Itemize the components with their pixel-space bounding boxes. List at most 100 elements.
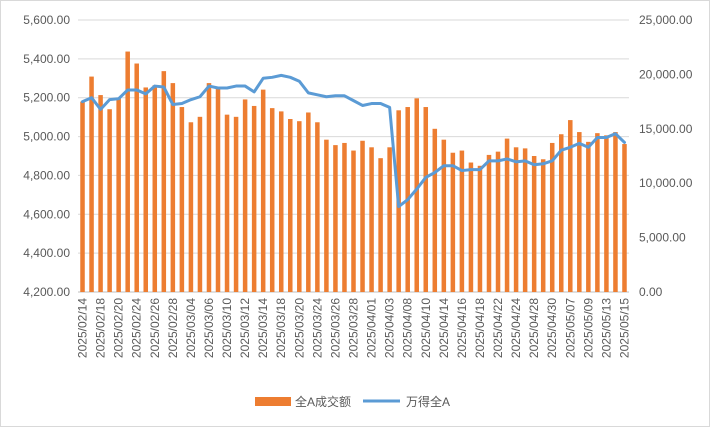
x-tick-label: 2025/04/30	[545, 298, 559, 358]
bar	[432, 128, 438, 292]
legend-bar-label: 全A成交额	[295, 394, 351, 409]
bar	[116, 98, 121, 292]
x-tick-label: 2025/04/10	[419, 298, 433, 358]
bar	[558, 134, 564, 292]
bar	[549, 142, 555, 292]
bar	[486, 154, 492, 292]
left-axis: 4,200.00 4,400.00 4,600.00 4,800.00 5,000.00…	[23, 13, 70, 299]
x-tick-label: 2025/04/08	[401, 298, 415, 358]
bar	[134, 63, 139, 292]
legend: 全A成交额 万得全A	[255, 394, 450, 409]
line-path	[81, 73, 626, 209]
x-tick-label: 2025/03/26	[328, 298, 342, 358]
bar	[342, 142, 347, 292]
bar	[215, 87, 221, 293]
bar	[89, 76, 94, 293]
x-tick-label: 2025/02/26	[148, 298, 162, 358]
x-tick-label: 2025/04/01	[365, 298, 379, 358]
bar	[306, 112, 311, 292]
legend-bar-swatch	[255, 397, 291, 406]
bar	[540, 159, 546, 292]
x-tick-label: 2025/04/28	[527, 298, 541, 358]
bar	[577, 132, 582, 292]
x-tick-label: 2025/02/14	[76, 298, 90, 358]
bar	[595, 133, 600, 292]
bar	[251, 105, 257, 293]
left-tick-label: 5,400.00	[23, 52, 70, 66]
right-tick-label: 10,000.00	[639, 176, 693, 190]
bar	[152, 85, 158, 292]
bar	[351, 150, 356, 292]
bar	[278, 111, 284, 292]
bar	[324, 139, 329, 292]
x-tick-label: 2025/05/15	[617, 298, 631, 358]
bar	[269, 108, 275, 293]
right-tick-label: 5,000.00	[639, 231, 686, 245]
bar	[98, 95, 103, 293]
x-tick-label: 2025/05/07	[563, 298, 577, 358]
left-tick-label: 5,000.00	[23, 130, 70, 144]
x-tick-label: 2025/03/12	[238, 298, 252, 358]
bar	[206, 83, 212, 292]
bar	[197, 116, 203, 292]
bar	[468, 162, 474, 292]
bar	[522, 148, 528, 292]
x-tick-label: 2025/03/24	[310, 298, 324, 358]
bar	[369, 147, 374, 292]
bar	[378, 158, 383, 292]
x-tick-label: 2025/04/16	[455, 298, 469, 358]
x-tick-label: 2025/03/14	[256, 298, 270, 358]
bar	[125, 51, 130, 292]
x-tick-label: 2025/03/06	[202, 298, 216, 358]
bar	[233, 116, 239, 292]
x-tick-label: 2025/02/18	[94, 298, 108, 358]
bar	[333, 145, 338, 292]
bar	[450, 152, 456, 292]
x-tick-label: 2025/05/09	[581, 298, 595, 358]
bar	[107, 109, 112, 292]
x-tick-label: 2025/04/03	[383, 298, 397, 358]
right-tick-label: 20,000.00	[639, 67, 693, 81]
x-tick-label: 2025/04/22	[491, 298, 505, 358]
x-tick-label: 2025/02/28	[166, 298, 180, 358]
left-tick-label: 5,200.00	[23, 91, 70, 105]
x-tick-label: 2025/04/18	[473, 298, 487, 358]
right-tick-label: 15,000.00	[639, 122, 693, 136]
bar	[423, 107, 429, 292]
bar	[477, 165, 483, 292]
bar	[622, 144, 627, 292]
left-tick-label: 4,800.00	[23, 168, 70, 182]
bar	[441, 139, 447, 292]
bar	[297, 121, 302, 293]
bar	[586, 141, 591, 292]
x-tick-label: 2025/03/18	[274, 298, 288, 358]
x-tick-label: 2025/04/24	[509, 298, 523, 358]
left-tick-label: 4,600.00	[23, 207, 70, 221]
bar	[504, 138, 510, 292]
right-tick-label: 0.00	[639, 285, 663, 299]
legend-line-label: 万得全A	[406, 394, 450, 409]
left-tick-label: 5,600.00	[23, 13, 70, 27]
right-tick-label: 25,000.00	[639, 13, 693, 27]
bar	[459, 150, 465, 292]
left-tick-label: 4,200.00	[23, 285, 70, 299]
bar	[80, 101, 85, 292]
bar	[161, 71, 167, 292]
x-tick-label: 2025/04/14	[437, 298, 451, 358]
bar	[495, 151, 501, 292]
bar	[531, 156, 537, 292]
x-tick-label: 2025/05/13	[599, 298, 613, 358]
left-tick-label: 4,400.00	[23, 246, 70, 260]
bar	[242, 99, 248, 292]
bar	[288, 119, 293, 293]
bar	[315, 122, 320, 292]
bar	[260, 89, 266, 292]
x-axis: 2025/02/14 2025/02/18 2025/02/20 2025/02/24…	[76, 298, 632, 358]
bar	[387, 147, 392, 292]
bar	[188, 122, 194, 292]
bar	[179, 107, 185, 292]
x-tick-label: 2025/03/10	[220, 298, 234, 358]
x-tick-label: 2025/02/24	[130, 298, 144, 358]
x-tick-label: 2025/02/20	[112, 298, 126, 358]
